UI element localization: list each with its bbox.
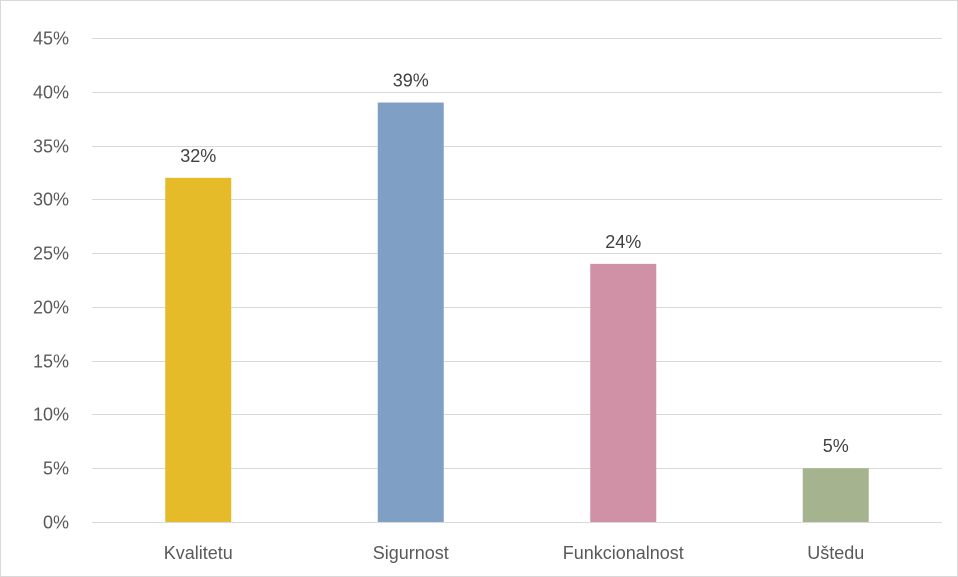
data-label: 24% [605,232,641,252]
bar-kvalitetu [165,177,232,523]
y-tick-label: 15% [33,352,69,372]
y-tick-label: 45% [33,29,69,49]
y-tick-label: 30% [33,190,69,210]
bars [165,102,869,523]
gridlines [92,38,942,523]
y-tick-label: 10% [33,405,69,425]
bar-funkcionalnost [590,263,657,522]
x-tick-label: Uštedu [807,543,864,563]
x-tick-label: Funkcionalnost [563,543,684,563]
y-tick-label: 20% [33,298,69,318]
bar-uštedu [802,468,869,522]
x-axis-tick-labels: Kvalitetu Sigurnost Funkcionalnost Uštedu [164,543,865,563]
data-label: 39% [393,71,429,91]
y-tick-label: 25% [33,244,69,264]
data-labels: 32% 39% 24% 5% [180,71,849,457]
y-tick-label: 0% [43,513,69,533]
y-tick-label: 40% [33,83,69,103]
x-tick-label: Kvalitetu [164,543,233,563]
y-tick-label: 35% [33,137,69,157]
bar-sigurnost [377,102,444,523]
y-tick-label: 5% [43,459,69,479]
data-label: 32% [180,146,216,166]
data-label: 5% [823,436,849,456]
y-axis-tick-labels: 0% 5% 10% 15% 20% 25% 30% 35% 40% 45% [33,29,69,533]
x-tick-label: Sigurnost [373,543,449,563]
